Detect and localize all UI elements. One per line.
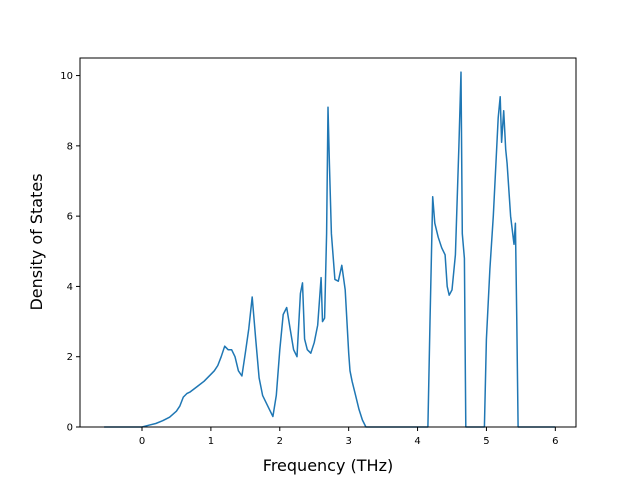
x-tick-label: 4 xyxy=(414,436,420,447)
chart-ticks: 0 1 2 3 4 5 6 0 2 4 6 8 10 xyxy=(60,71,558,447)
plot-frame xyxy=(79,57,577,428)
y-tick-label: 6 xyxy=(67,212,73,223)
y-tick-label: 0 xyxy=(67,423,73,434)
y-tick-label: 4 xyxy=(67,282,73,293)
x-tick-label: 1 xyxy=(208,436,214,447)
x-axis-label: Frequency (THz) xyxy=(263,456,393,475)
y-tick-label: 10 xyxy=(60,71,73,82)
x-tick-label: 2 xyxy=(277,436,283,447)
x-tick-label: 3 xyxy=(345,436,351,447)
x-tick-label: 0 xyxy=(139,436,145,447)
x-tick-label: 5 xyxy=(483,436,489,447)
x-tick-label: 6 xyxy=(552,436,558,447)
y-axis-label: Density of States xyxy=(27,173,46,310)
y-tick-label: 2 xyxy=(67,352,73,363)
y-tick-label: 8 xyxy=(67,141,73,152)
